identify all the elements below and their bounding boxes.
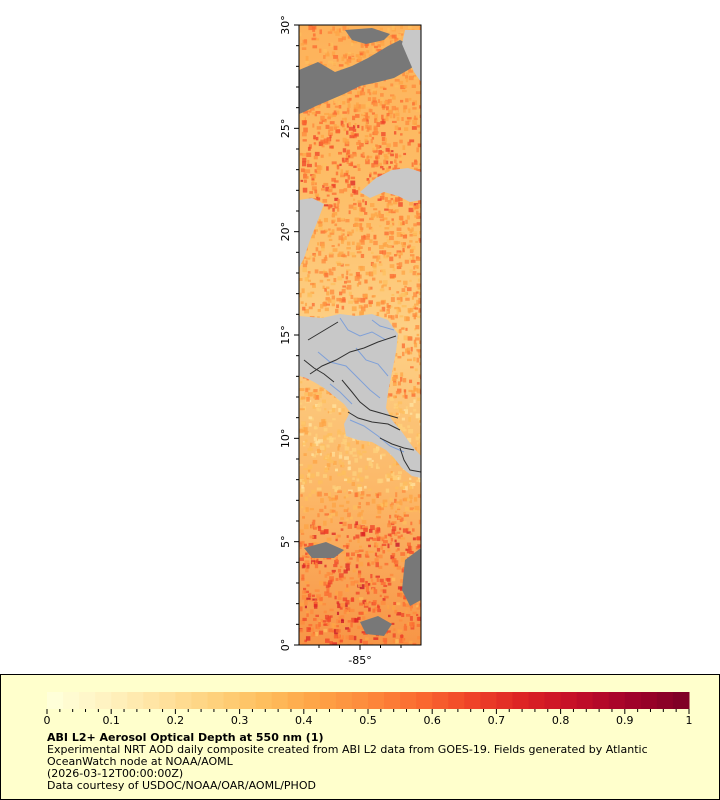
legend-description-line2: OceanWatch node at NOAA/AOML xyxy=(47,755,233,768)
legend-credit: Data courtesy of USDOC/NOAA/OAR/AOML/PHO… xyxy=(47,779,316,792)
colorbar-step xyxy=(143,692,160,709)
colorbar-step xyxy=(63,692,80,709)
colorbar-step xyxy=(127,692,144,709)
colorbar-step xyxy=(271,692,289,709)
nodata-region-southeast xyxy=(402,548,421,606)
colorbar-tick-label: 0.7 xyxy=(488,714,506,727)
map-tick-marks xyxy=(294,24,402,650)
colorbar-step xyxy=(576,692,594,709)
colorbar-step xyxy=(448,692,465,709)
colorbar-step xyxy=(239,692,257,709)
colorbar-step xyxy=(47,692,64,709)
land-northeast xyxy=(402,30,421,82)
colorbar-tick-label: 0.4 xyxy=(295,714,313,727)
colorbar-step xyxy=(496,692,513,709)
colorbar-step xyxy=(464,692,481,709)
colorbar-step xyxy=(432,692,449,709)
colorbar-ticks: 0 0.1 0.2 0.3 0.4 0.5 0.6 0.7 0.8 0.9 1 xyxy=(44,709,693,727)
colorbar-step xyxy=(640,692,658,709)
colorbar-tick-label: 0.8 xyxy=(552,714,570,727)
longitude-labels: -85° xyxy=(348,654,371,667)
lon-label: -85° xyxy=(348,654,371,667)
colorbar-tick-label: 0.9 xyxy=(616,714,634,727)
latitude-labels: 0° 5° 10° 15° 20° 25° 30° xyxy=(279,15,292,651)
colorbar-step xyxy=(95,692,112,709)
colorbar-step xyxy=(608,692,626,709)
colorbar-tick-label: 0 xyxy=(44,714,51,727)
nodata-region-top xyxy=(345,28,390,44)
lat-label: 10° xyxy=(279,429,292,449)
border-lines xyxy=(303,321,421,473)
colorbar-step xyxy=(223,692,241,709)
colorbar-step xyxy=(592,692,610,709)
lat-label: 25° xyxy=(279,119,292,139)
colorbar-step xyxy=(384,692,401,709)
river-lines xyxy=(317,317,405,453)
colorbar-step xyxy=(512,692,529,709)
colorbar-step xyxy=(672,692,690,709)
lat-label: 0° xyxy=(279,639,292,652)
land-isthmus xyxy=(299,314,421,478)
colorbar-tick-label: 1 xyxy=(686,714,693,727)
colorbar-step xyxy=(191,692,208,709)
colorbar-step xyxy=(111,692,128,709)
colorbar-step xyxy=(528,692,546,709)
colorbar-step xyxy=(303,692,321,709)
colorbar-tick-label: 0.5 xyxy=(359,714,377,727)
colorbar-tick-label: 0.6 xyxy=(423,714,441,727)
colorbar-tick-label: 0.2 xyxy=(167,714,185,727)
colorbar-step xyxy=(400,692,417,709)
legend-date: (2026-03-12T00:00:00Z) xyxy=(47,767,184,780)
colorbar-step xyxy=(416,692,433,709)
aod-map-panel xyxy=(299,25,421,645)
colorbar-step xyxy=(656,692,674,709)
colorbar-bar xyxy=(47,692,690,709)
colorbar-step xyxy=(560,692,578,709)
colorbar-step xyxy=(480,692,497,709)
land-peninsula xyxy=(360,168,421,202)
legend-text: ABI L2+ Aerosol Optical Depth at 550 nm … xyxy=(47,732,707,792)
nodata-region-north xyxy=(299,40,421,114)
lat-label: 5° xyxy=(279,535,292,548)
legend-description-line1: Experimental NRT AOD daily composite cre… xyxy=(47,743,648,756)
lat-label: 15° xyxy=(279,325,292,345)
land-west-coast xyxy=(299,198,324,268)
colorbar-step xyxy=(255,692,273,709)
colorbar-tick-label: 0.1 xyxy=(102,714,120,727)
lat-label: 20° xyxy=(279,222,292,242)
colorbar-step xyxy=(79,692,96,709)
colorbar-step xyxy=(368,692,385,709)
lat-label: 30° xyxy=(279,15,292,35)
colorbar-step xyxy=(159,692,176,709)
colorbar-step xyxy=(351,692,369,709)
colorbar-tick-label: 0.3 xyxy=(231,714,249,727)
colorbar-step xyxy=(207,692,225,709)
colorbar-step xyxy=(287,692,305,709)
colorbar-step xyxy=(544,692,562,709)
nodata-region-south xyxy=(360,616,392,636)
colorbar-step xyxy=(624,692,642,709)
legend-title: ABI L2+ Aerosol Optical Depth at 550 nm … xyxy=(47,731,324,744)
colorbar-step xyxy=(335,692,353,709)
nodata-region-west xyxy=(304,542,344,558)
colorbar-step xyxy=(319,692,337,709)
colorbar-step xyxy=(175,692,192,709)
